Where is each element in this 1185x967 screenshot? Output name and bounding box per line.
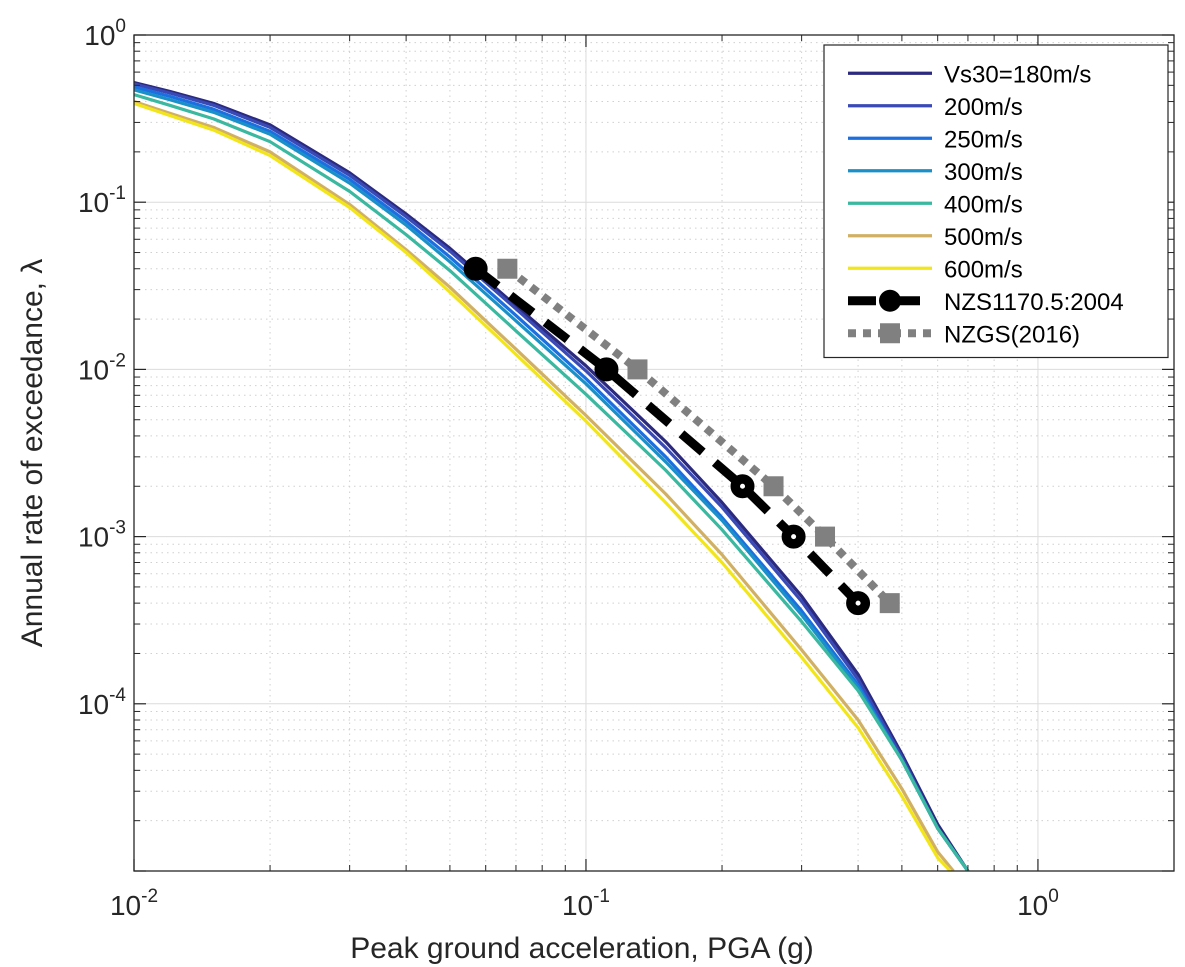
- legend-label-6: 600m/s: [944, 256, 1023, 283]
- nzgs-marker: [763, 476, 784, 497]
- x-tick-label: 100: [1017, 886, 1059, 921]
- x-axis-title: Peak ground acceleration, PGA (g): [350, 932, 814, 965]
- legend-marker-circle: [879, 289, 901, 312]
- x-tick-label: 10-2: [110, 886, 158, 921]
- legend: Vs30=180m/s 200m/s 250m/s 300m/s 400m/s 500m/…: [823, 44, 1169, 359]
- y-axis-title: Annual rate of exceedance, λ: [16, 259, 49, 648]
- nzgs-marker: [627, 359, 648, 380]
- y-tick-labels: 100 10-1 10-2 10-3 10-4: [78, 16, 126, 720]
- nzs-marker-center: [791, 534, 797, 540]
- series-line-6: [134, 101, 952, 871]
- legend-label-2: 250m/s: [944, 126, 1023, 153]
- y-tick-label: 10-2: [78, 350, 126, 385]
- nzs-marker-center: [855, 600, 861, 606]
- nzs-marker: [463, 256, 488, 281]
- legend-label-3: 300m/s: [944, 159, 1023, 186]
- series-line-0: [134, 80, 970, 871]
- series-line-1: [134, 82, 970, 871]
- nzgs-marker: [879, 593, 900, 614]
- legend-label-5: 500m/s: [944, 224, 1023, 251]
- nzs-marker: [594, 357, 619, 382]
- nzgs-marker: [815, 526, 836, 547]
- legend-label-8: NZGS(2016): [944, 321, 1080, 348]
- series-line-5: [134, 99, 955, 871]
- series-line-7: [472, 265, 862, 607]
- y-tick-label: 10-3: [78, 518, 126, 553]
- y-tick-label: 100: [84, 16, 126, 51]
- legend-label-4: 400m/s: [944, 191, 1023, 218]
- series-line-4: [134, 93, 970, 871]
- plot-frame: [133, 34, 1175, 872]
- tick-marks: [133, 34, 1175, 872]
- series-layer: [134, 80, 970, 871]
- nzs-marker-center: [740, 483, 746, 489]
- x-tick-label: 10-1: [562, 886, 610, 921]
- nzgs-marker: [497, 258, 518, 279]
- legend-label-0: Vs30=180m/s: [944, 61, 1091, 88]
- legend-marker-square: [880, 323, 900, 344]
- legend-label-7: NZS1170.5:2004: [944, 289, 1124, 316]
- y-tick-label: 10-1: [78, 183, 126, 218]
- legend-label-1: 200m/s: [944, 94, 1023, 121]
- y-tick-label: 10-4: [78, 685, 126, 720]
- series-line-8: [504, 265, 893, 606]
- x-tick-labels: 10-2 10-1 100: [110, 886, 1059, 921]
